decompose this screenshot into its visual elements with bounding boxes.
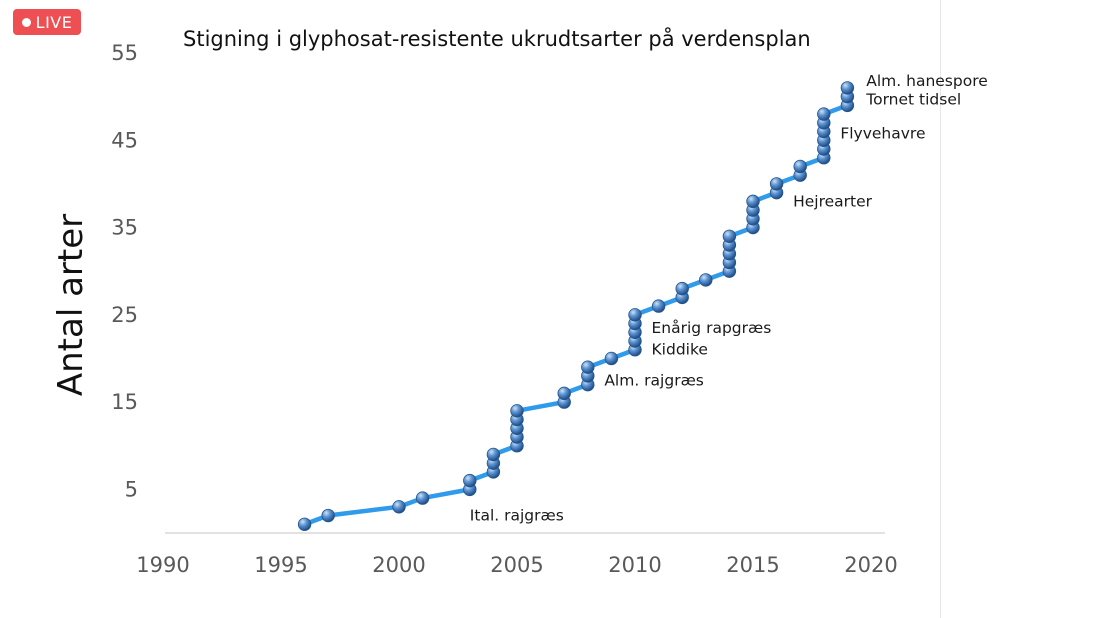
series-line <box>303 87 850 527</box>
y-axis-label: Antal arter <box>51 214 91 396</box>
data-point <box>746 194 760 209</box>
y-tick-label: 25 <box>111 303 138 327</box>
data-point <box>769 177 784 191</box>
x-tick-label: 2020 <box>844 553 897 577</box>
panel-divider <box>940 0 941 618</box>
data-point <box>297 517 312 531</box>
y-axis-ticks: 5 15 25 35 45 55 <box>111 41 138 501</box>
annotation-label: Alm. hanespore <box>866 72 988 90</box>
y-tick-label: 5 <box>125 477 138 501</box>
live-label: LIVE <box>35 12 73 32</box>
data-point <box>628 308 642 322</box>
y-tick-label: 45 <box>111 128 138 152</box>
data-point <box>651 299 666 313</box>
annotation-label: Flyvehavre <box>840 124 925 142</box>
x-tick-label: 2005 <box>490 553 543 577</box>
x-tick-label: 2010 <box>608 553 661 577</box>
x-tick-label: 1995 <box>254 553 307 577</box>
live-badge[interactable]: LIVE <box>13 9 81 35</box>
data-point <box>463 473 477 488</box>
data-point <box>817 107 831 121</box>
annotation-label: Enårig rapgræs <box>652 319 772 337</box>
data-point <box>392 500 406 514</box>
x-tick-label: 1990 <box>136 553 189 577</box>
data-point <box>557 386 571 401</box>
chart-title: Stigning i glyphosat-resistente ukrudtsa… <box>183 26 811 51</box>
data-point <box>604 351 619 366</box>
x-axis-ticks: 1990 1995 2000 2005 2010 2015 2020 <box>136 553 897 577</box>
x-tick-label: 2015 <box>726 553 779 577</box>
data-point <box>793 159 807 174</box>
data-point <box>699 273 713 287</box>
annotation-label: Kiddike <box>652 341 708 359</box>
annotation-label: Hejrearter <box>793 192 873 210</box>
data-point <box>510 404 524 418</box>
data-markers <box>297 81 855 531</box>
data-point <box>415 491 430 505</box>
data-point <box>321 508 335 523</box>
data-point <box>675 281 689 296</box>
annotation-label: Alm. rajgræs <box>604 371 704 389</box>
data-point <box>840 81 855 95</box>
annotation-label: Ital. rajgræs <box>470 507 564 525</box>
data-point <box>722 229 737 243</box>
data-point <box>581 360 595 374</box>
y-tick-label: 55 <box>111 41 138 65</box>
y-tick-label: 15 <box>111 390 138 414</box>
x-tick-label: 2000 <box>372 553 425 577</box>
annotations: Ital. rajgræs Alm. rajgræs Kiddike Enårig r… <box>470 72 988 525</box>
annotation-label: Tornet tidsel <box>865 90 961 108</box>
y-tick-label: 35 <box>111 216 138 240</box>
data-point <box>486 447 501 462</box>
live-dot-icon <box>21 17 31 27</box>
